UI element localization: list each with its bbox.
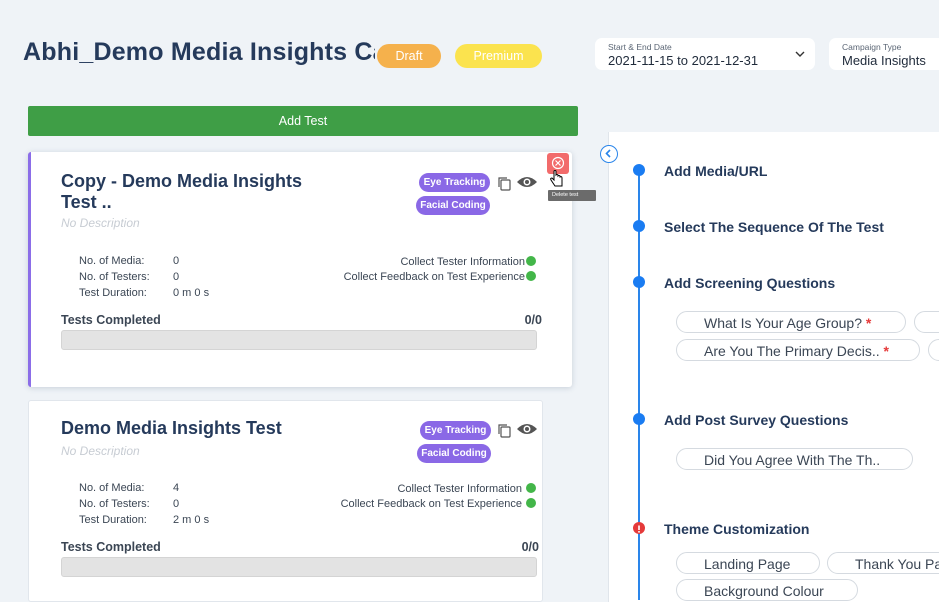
theme-chip[interactable]: Landing Page <box>676 552 820 574</box>
stat-media-label: No. of Media: <box>79 255 145 267</box>
theme-chip[interactable]: Thank You Page <box>827 552 939 574</box>
check-icon <box>526 498 536 508</box>
steps-timeline <box>638 170 640 600</box>
post-survey-question-chip[interactable]: Did You Agree With The Th.. <box>676 448 913 470</box>
stat-media-value: 4 <box>173 482 180 494</box>
check-icon <box>526 256 536 266</box>
test-title: Demo Media Insights Test <box>61 418 282 438</box>
step-theme-customization[interactable]: Theme Customization <box>664 521 810 537</box>
chip-label: Are You The Primary Decis.. <box>704 343 880 359</box>
tests-completed-label: Tests Completed <box>61 540 161 554</box>
tag-eye-tracking: Eye Tracking <box>420 421 491 440</box>
tag-facial-coding: Facial Coding <box>416 196 490 215</box>
screening-question-chip[interactable] <box>914 311 939 333</box>
option-collect-feedback: Collect Feedback on Test Experience <box>343 271 525 283</box>
delete-test-button[interactable] <box>547 153 569 174</box>
step-post-survey[interactable]: Add Post Survey Questions <box>664 412 849 428</box>
eye-icon[interactable] <box>516 175 538 189</box>
stat-media-label: No. of Media: <box>79 482 145 494</box>
tag-eye-tracking: Eye Tracking <box>419 173 490 192</box>
test-description: No Description <box>61 216 140 230</box>
tag-facial-coding: Facial Coding <box>417 444 491 463</box>
tests-completed-value: 0/0 <box>524 313 542 327</box>
required-asterisk: * <box>865 315 872 331</box>
stat-testers-label: No. of Testers: <box>79 271 150 283</box>
chevron-left-icon <box>605 149 611 158</box>
step-error-dot <box>633 522 645 534</box>
progress-bar <box>61 557 537 577</box>
option-collect-feedback: Collect Feedback on Test Experience <box>340 498 522 510</box>
campaign-type-label: Campaign Type <box>842 42 902 52</box>
alert-icon <box>638 525 640 533</box>
chip-label: What Is Your Age Group? <box>704 315 862 331</box>
campaign-type-value: Media Insights <box>842 53 926 68</box>
screening-question-chip[interactable]: Are You The Primary Decis.. * <box>676 339 920 361</box>
test-title: Copy - Demo Media Insights Test .. <box>61 171 303 212</box>
step-add-media[interactable]: Add Media/URL <box>664 163 768 179</box>
step-status-dot <box>633 276 645 288</box>
hand-cursor-icon <box>550 170 563 187</box>
stat-media-value: 0 <box>173 255 180 267</box>
screening-question-chip[interactable]: What Is Your Age Group? * <box>676 311 906 333</box>
required-asterisk: * <box>883 343 889 359</box>
date-range-select[interactable]: Start & End Date 2021-11-15 to 2021-12-3… <box>595 38 815 70</box>
eye-icon[interactable] <box>516 422 538 436</box>
collapse-panel-button[interactable] <box>600 145 618 163</box>
stat-testers-value: 0 <box>173 498 180 510</box>
check-icon <box>526 271 536 281</box>
chevron-down-icon <box>795 51 805 57</box>
tests-completed-value: 0/0 <box>521 540 539 554</box>
step-status-dot <box>633 413 645 425</box>
step-status-dot <box>633 220 645 232</box>
stat-testers-value: 0 <box>173 271 180 283</box>
date-range-value: 2021-11-15 to 2021-12-31 <box>608 53 759 68</box>
stat-duration-label: Test Duration: <box>79 514 147 526</box>
theme-chip[interactable]: Background Colour <box>676 579 858 601</box>
test-card[interactable]: Copy - Demo Media Insights Test .. No De… <box>28 152 572 387</box>
test-card[interactable]: Demo Media Insights Test No Description … <box>28 400 543 602</box>
campaign-type-select[interactable]: Campaign Type Media Insights <box>829 38 939 70</box>
stat-duration-label: Test Duration: <box>79 287 147 299</box>
option-collect-tester-info: Collect Tester Information <box>400 256 525 268</box>
copy-icon[interactable] <box>497 423 512 438</box>
add-test-button[interactable]: Add Test <box>28 106 578 136</box>
copy-icon[interactable] <box>497 176 512 191</box>
progress-bar <box>61 330 537 350</box>
stat-testers-label: No. of Testers: <box>79 498 150 510</box>
check-icon <box>526 483 536 493</box>
steps-panel <box>608 132 939 602</box>
stat-duration-value: 0 m 0 s <box>173 287 210 299</box>
page-title: Abhi_Demo Media Insights Campaign <box>23 38 375 66</box>
status-badge: Draft <box>377 44 441 68</box>
step-screening-questions[interactable]: Add Screening Questions <box>664 275 836 291</box>
date-range-label: Start & End Date <box>608 42 672 52</box>
stat-duration-value: 2 m 0 s <box>173 514 210 526</box>
step-select-sequence[interactable]: Select The Sequence Of The Test <box>664 219 884 235</box>
tests-completed-label: Tests Completed <box>61 313 161 327</box>
close-icon <box>551 156 565 170</box>
step-status-dot <box>633 164 645 176</box>
option-collect-tester-info: Collect Tester Information <box>397 483 522 495</box>
plan-badge: Premium <box>455 44 542 68</box>
delete-tooltip: Delete test <box>548 190 596 201</box>
test-description: No Description <box>61 444 140 458</box>
